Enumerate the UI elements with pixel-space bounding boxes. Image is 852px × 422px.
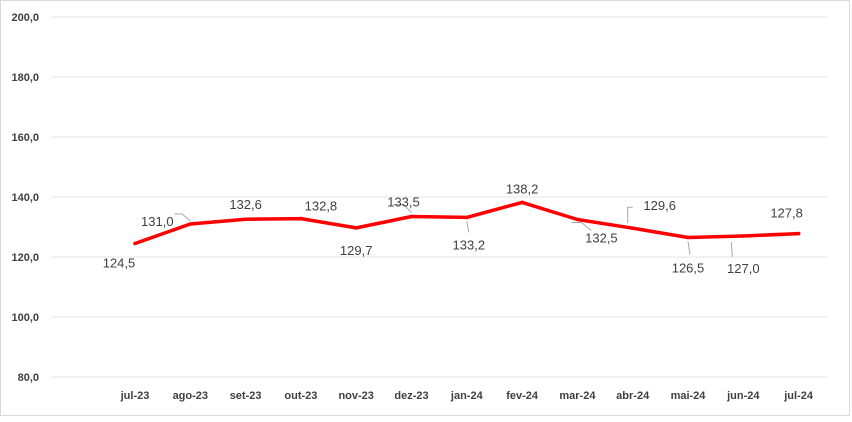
data-point [520,200,524,205]
data-label: 129,6 [643,198,676,213]
y-tick-label: 120,0 [11,252,39,264]
y-tick-label: 180,0 [11,72,39,84]
data-point [796,231,801,236]
x-tick-label: ago-23 [173,390,208,402]
data-labels: 124,5 131,0 132,6 132,8 129,7 133,5 133,2 138,2… [103,181,803,276]
data-label: 126,5 [672,261,705,276]
y-tick-label: 160,0 [11,132,39,144]
leader-line [627,206,633,224]
data-point [575,217,580,222]
series [133,200,801,246]
x-tick-label: jan-24 [450,390,484,402]
leader-line [687,241,691,255]
data-label: 127,8 [770,206,803,221]
leader-line [466,221,470,233]
y-tick-label: 100,0 [11,312,39,324]
data-label: 132,8 [305,199,338,214]
data-point [741,234,746,238]
data-label: 138,2 [506,181,539,196]
data-label: 129,7 [340,243,373,258]
y-tick-label: 80,0 [18,372,39,384]
x-tick-label: fev-24 [506,390,539,402]
x-tick-label: mai-24 [671,390,707,402]
data-label: 133,5 [387,195,420,210]
data-point [188,222,193,226]
data-label: 131,0 [141,214,174,229]
data-point [243,217,248,221]
data-point [133,241,137,246]
x-axis-ticks: jul-23 ago-23 set-23 out-23 nov-23 dez-23 jan-… [120,390,814,402]
leader-line [730,241,733,258]
y-tick-label: 200,0 [11,12,39,24]
y-axis-ticks: 80,0 100,0 120,0 140,0 160,0 180,0 200,0 [11,12,39,384]
x-tick-label: jul-24 [783,390,814,402]
x-tick-label: out-23 [284,390,317,402]
data-point [409,214,414,219]
data-label: 132,5 [585,231,618,246]
data-point [686,235,690,240]
label-leader-lines [174,204,733,258]
leader-line [174,213,191,222]
x-tick-label: dez-23 [394,390,428,402]
x-tick-label: jul-23 [120,390,150,402]
data-label: 124,5 [103,256,136,271]
leader-line [571,222,592,231]
x-tick-label: nov-23 [338,390,373,402]
x-tick-label: set-23 [230,390,262,402]
data-point [354,226,359,230]
data-label: 133,2 [453,237,486,252]
x-tick-label: abr-24 [616,390,650,402]
data-point [299,216,303,221]
data-point [465,215,469,220]
y-tick-label: 140,0 [11,192,39,204]
gridlines [51,16,827,378]
x-tick-label: jun-24 [726,390,760,402]
data-label: 132,6 [229,197,262,212]
leader-line [393,204,412,213]
x-tick-label: mar-24 [559,390,596,402]
data-point [630,226,635,230]
data-label: 127,0 [727,261,760,276]
